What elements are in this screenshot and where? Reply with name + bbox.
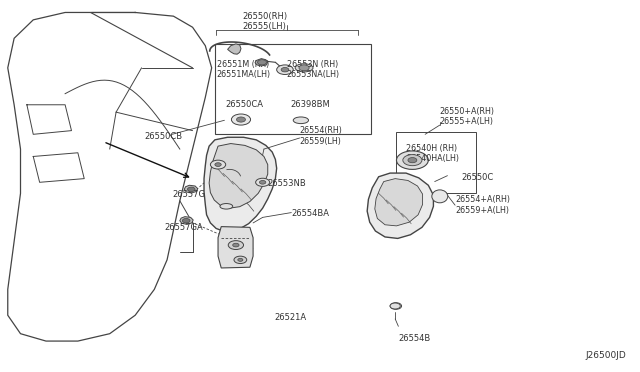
Text: 26554BA: 26554BA bbox=[291, 209, 330, 218]
Ellipse shape bbox=[293, 117, 308, 124]
Circle shape bbox=[211, 160, 226, 169]
Circle shape bbox=[182, 218, 190, 223]
Ellipse shape bbox=[432, 190, 448, 203]
Circle shape bbox=[396, 151, 428, 169]
Polygon shape bbox=[218, 227, 253, 268]
Ellipse shape bbox=[295, 64, 313, 72]
Text: 26551M (RH)
26551MA(LH): 26551M (RH) 26551MA(LH) bbox=[217, 60, 271, 79]
Text: 26521A: 26521A bbox=[274, 312, 307, 321]
Polygon shape bbox=[184, 185, 198, 193]
Text: 26550CA: 26550CA bbox=[226, 100, 264, 109]
Circle shape bbox=[259, 180, 266, 184]
Text: 26557GA: 26557GA bbox=[164, 223, 204, 232]
Circle shape bbox=[276, 65, 293, 74]
Circle shape bbox=[238, 259, 243, 261]
Circle shape bbox=[390, 303, 400, 309]
Circle shape bbox=[232, 114, 250, 125]
Ellipse shape bbox=[220, 203, 233, 209]
Circle shape bbox=[408, 158, 417, 163]
Text: 26550C: 26550C bbox=[461, 173, 493, 182]
Polygon shape bbox=[180, 217, 193, 224]
Circle shape bbox=[281, 67, 289, 72]
Circle shape bbox=[234, 256, 246, 263]
Text: 26553NB: 26553NB bbox=[268, 179, 307, 187]
Text: 26550+A(RH)
26555+A(LH): 26550+A(RH) 26555+A(LH) bbox=[440, 107, 495, 126]
Polygon shape bbox=[367, 173, 433, 238]
Circle shape bbox=[403, 155, 422, 166]
Text: 26554B: 26554B bbox=[398, 334, 431, 343]
Circle shape bbox=[233, 243, 239, 247]
Circle shape bbox=[237, 117, 246, 122]
Polygon shape bbox=[209, 144, 268, 208]
Text: 26550CB: 26550CB bbox=[145, 132, 183, 141]
Polygon shape bbox=[228, 44, 241, 54]
Text: 26540H (RH)
26540HA(LH): 26540H (RH) 26540HA(LH) bbox=[406, 144, 459, 163]
Circle shape bbox=[188, 187, 195, 192]
Polygon shape bbox=[375, 179, 422, 226]
Polygon shape bbox=[255, 59, 268, 66]
Circle shape bbox=[257, 60, 266, 65]
Bar bbox=[215, 44, 371, 134]
Text: 26554+A(RH)
26559+A(LH): 26554+A(RH) 26559+A(LH) bbox=[456, 196, 511, 215]
Text: 26557G: 26557G bbox=[172, 190, 205, 199]
Circle shape bbox=[299, 65, 309, 71]
Text: 26550(RH)
26555(LH): 26550(RH) 26555(LH) bbox=[243, 12, 287, 31]
Polygon shape bbox=[204, 137, 276, 231]
Circle shape bbox=[228, 241, 244, 250]
Bar bbox=[396, 132, 476, 193]
Circle shape bbox=[390, 303, 401, 310]
Circle shape bbox=[255, 178, 269, 186]
Text: 26553N (RH)
26553NA(LH): 26553N (RH) 26553NA(LH) bbox=[287, 60, 340, 79]
Text: 26554(RH)
26559(LH): 26554(RH) 26559(LH) bbox=[300, 126, 342, 146]
Text: 26398BM: 26398BM bbox=[290, 100, 330, 109]
Circle shape bbox=[215, 163, 221, 166]
Text: J26500JD: J26500JD bbox=[585, 350, 626, 360]
